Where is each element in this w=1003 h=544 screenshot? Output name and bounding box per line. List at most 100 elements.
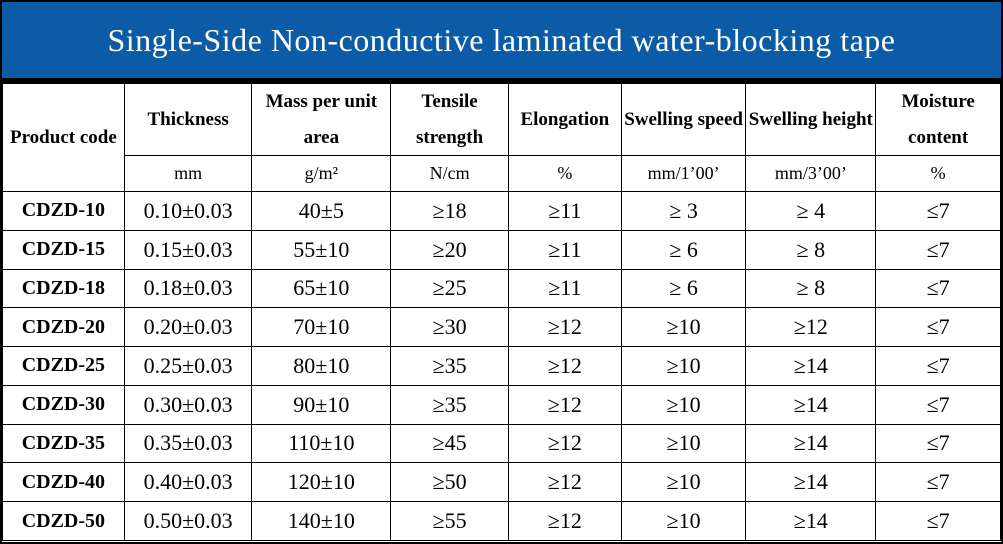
value-cell: 0.35±0.03 [123, 423, 253, 464]
product-code-cell: CDZD-40 [2, 462, 125, 503]
col-unit-moisture-content: % [875, 155, 1001, 192]
value-cell: ≥11 [507, 191, 622, 231]
table-row: CDZD-18 0.18±0.03 65±10 ≥25 ≥11 ≥ 6 ≥ 8 … [2, 268, 1001, 309]
value-cell: ≥14 [745, 462, 877, 503]
value-cell: ≥14 [745, 384, 877, 425]
product-code-cell: CDZD-10 [2, 191, 125, 231]
value-cell: ≥35 [390, 384, 509, 425]
value-cell: ≤7 [875, 229, 1001, 270]
value-cell: ≤7 [875, 501, 1001, 541]
product-code-cell: CDZD-18 [2, 268, 125, 309]
value-cell: 80±10 [251, 346, 392, 386]
value-cell: 70±10 [251, 307, 392, 348]
col-unit-swelling-speed: mm/1’00’ [620, 155, 747, 192]
value-cell: ≥14 [745, 423, 877, 464]
value-cell: 0.15±0.03 [123, 229, 253, 270]
value-cell: ≥45 [390, 423, 509, 464]
value-cell: ≥50 [390, 462, 509, 503]
value-cell: ≤7 [875, 307, 1001, 348]
value-cell: ≥12 [507, 307, 622, 348]
col-unit-thickness: mm [123, 155, 253, 192]
value-cell: 0.18±0.03 [123, 268, 253, 309]
col-header-elongation: Elongation [507, 83, 622, 156]
col-header-product-code: Product code [2, 83, 125, 192]
value-cell: ≥30 [390, 307, 509, 348]
value-cell: 0.25±0.03 [123, 346, 253, 386]
col-header-mass-per-unit-area: Mass per unit area [251, 83, 392, 156]
value-cell: 120±10 [251, 462, 392, 503]
product-code-cell: CDZD-25 [2, 346, 125, 386]
value-cell: ≥ 6 [620, 268, 747, 309]
table-row: CDZD-20 0.20±0.03 70±10 ≥30 ≥12 ≥10 ≥12 … [2, 307, 1001, 348]
table-header: Product code Thickness Mass per unit are… [2, 83, 1001, 192]
value-cell: 140±10 [251, 501, 392, 541]
value-cell: ≥12 [507, 423, 622, 464]
value-cell: ≥10 [620, 346, 747, 386]
product-code-cell: CDZD-30 [2, 384, 125, 425]
value-cell: ≥12 [507, 384, 622, 425]
table-row: CDZD-40 0.40±0.03 120±10 ≥50 ≥12 ≥10 ≥14… [2, 462, 1001, 503]
value-cell: 0.20±0.03 [123, 307, 253, 348]
value-cell: ≥25 [390, 268, 509, 309]
value-cell: 110±10 [251, 423, 392, 464]
value-cell: 65±10 [251, 268, 392, 309]
value-cell: ≤7 [875, 346, 1001, 386]
value-cell: 0.10±0.03 [123, 191, 253, 231]
table-row: CDZD-15 0.15±0.03 55±10 ≥20 ≥11 ≥ 6 ≥ 8 … [2, 229, 1001, 270]
table-row: CDZD-35 0.35±0.03 110±10 ≥45 ≥12 ≥10 ≥14… [2, 423, 1001, 464]
value-cell: ≤7 [875, 384, 1001, 425]
value-cell: 0.40±0.03 [123, 462, 253, 503]
value-cell: ≤7 [875, 268, 1001, 309]
col-unit-swelling-height: mm/3’00’ [745, 155, 877, 192]
table-body: CDZD-10 0.10±0.03 40±5 ≥18 ≥11 ≥ 3 ≥ 4 ≤… [2, 191, 1001, 541]
value-cell: ≥12 [507, 462, 622, 503]
table-row: CDZD-50 0.50±0.03 140±10 ≥55 ≥12 ≥10 ≥14… [2, 501, 1001, 541]
value-cell: 0.30±0.03 [123, 384, 253, 425]
product-code-cell: CDZD-50 [2, 501, 125, 541]
value-cell: ≥ 3 [620, 191, 747, 231]
col-unit-tensile-strength: N/cm [390, 155, 509, 192]
col-header-swelling-speed: Swelling speed [620, 83, 747, 156]
value-cell: 0.50±0.03 [123, 501, 253, 541]
col-header-thickness: Thickness [123, 83, 253, 156]
col-header-swelling-height: Swelling height [745, 83, 877, 156]
value-cell: ≤7 [875, 462, 1001, 503]
value-cell: ≥11 [507, 268, 622, 309]
value-cell: 55±10 [251, 229, 392, 270]
value-cell: ≥10 [620, 307, 747, 348]
product-code-cell: CDZD-35 [2, 423, 125, 464]
value-cell: ≥14 [745, 501, 877, 541]
value-cell: ≥ 6 [620, 229, 747, 270]
value-cell: ≥12 [745, 307, 877, 348]
value-cell: ≥11 [507, 229, 622, 270]
value-cell: ≥10 [620, 462, 747, 503]
value-cell: ≥ 4 [745, 191, 877, 231]
col-unit-elongation: % [507, 155, 622, 192]
spec-table: Product code Thickness Mass per unit are… [2, 83, 1001, 541]
page-title: Single-Side Non-conductive laminated wat… [107, 21, 896, 58]
value-cell: ≥12 [507, 346, 622, 386]
value-cell: ≥20 [390, 229, 509, 270]
value-cell: 90±10 [251, 384, 392, 425]
header-row-units: mm g/m² N/cm % mm/1’00’ mm/3’00’ % [3, 155, 1001, 192]
value-cell: ≥18 [390, 191, 509, 231]
table-row: CDZD-30 0.30±0.03 90±10 ≥35 ≥12 ≥10 ≥14 … [2, 384, 1001, 425]
product-code-cell: CDZD-20 [2, 307, 125, 348]
col-header-moisture-content: Moisture content [875, 83, 1001, 156]
product-code-cell: CDZD-15 [2, 229, 125, 270]
value-cell: ≥12 [507, 501, 622, 541]
value-cell: 40±5 [251, 191, 392, 231]
value-cell: ≥10 [620, 501, 747, 541]
banner: Single-Side Non-conductive laminated wat… [2, 2, 1001, 83]
value-cell: ≥55 [390, 501, 509, 541]
header-row-labels: Product code Thickness Mass per unit are… [2, 83, 1001, 192]
col-header-tensile-strength: Tensile strength [390, 83, 509, 156]
value-cell: ≥10 [620, 423, 747, 464]
value-cell: ≥10 [620, 384, 747, 425]
value-cell: ≥ 8 [745, 268, 877, 309]
value-cell: ≤7 [875, 423, 1001, 464]
col-unit-mass-per-unit-area: g/m² [251, 155, 392, 192]
value-cell: ≥14 [745, 346, 877, 386]
value-cell: ≥ 8 [745, 229, 877, 270]
